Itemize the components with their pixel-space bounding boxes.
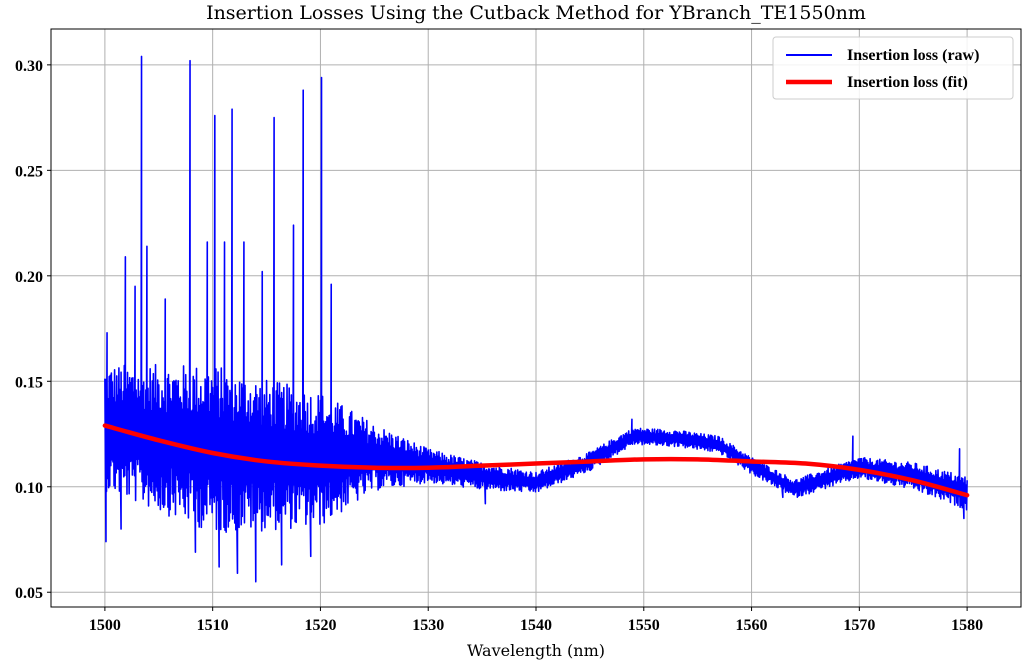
legend-label-raw: Insertion loss (raw)	[847, 47, 979, 64]
x-axis-label: Wavelength (nm)	[467, 641, 605, 660]
y-tick-label: 0.20	[15, 269, 43, 286]
x-tick-label: 1560	[736, 617, 768, 634]
legend: Insertion loss (raw) Insertion loss (fit…	[772, 36, 1014, 100]
y-tick-label: 0.25	[15, 163, 43, 180]
legend-label-fit: Insertion loss (fit)	[847, 74, 968, 91]
y-tick-label: 0.10	[15, 480, 43, 497]
fit-series-layer	[102, 423, 970, 498]
x-tick-label: 1520	[304, 617, 336, 634]
fit-insertion-loss-line	[102, 423, 970, 498]
x-tick-label: 1510	[197, 617, 229, 634]
x-tick-label: 1540	[520, 617, 552, 634]
x-axis-ticks: 1500 1510 1520 1530 1540 1550 1560 1570 1580	[89, 607, 983, 634]
legend-box	[772, 36, 1014, 100]
x-tick-label: 1570	[843, 617, 875, 634]
x-tick-label: 1550	[628, 617, 660, 634]
chart-title: Insertion Losses Using the Cutback Metho…	[206, 2, 866, 24]
raw-series-layer	[104, 55, 968, 583]
grid-lines	[51, 29, 1021, 607]
raw-insertion-loss-line	[104, 55, 968, 583]
x-tick-label: 1580	[951, 617, 983, 634]
y-axis-ticks: 0.05 0.10 0.15 0.20 0.25 0.30	[15, 58, 51, 602]
y-tick-label: 0.05	[15, 585, 43, 602]
y-tick-label: 0.15	[15, 374, 43, 391]
y-tick-label: 0.30	[15, 58, 43, 75]
x-tick-label: 1500	[89, 617, 121, 634]
x-tick-label: 1530	[412, 617, 444, 634]
